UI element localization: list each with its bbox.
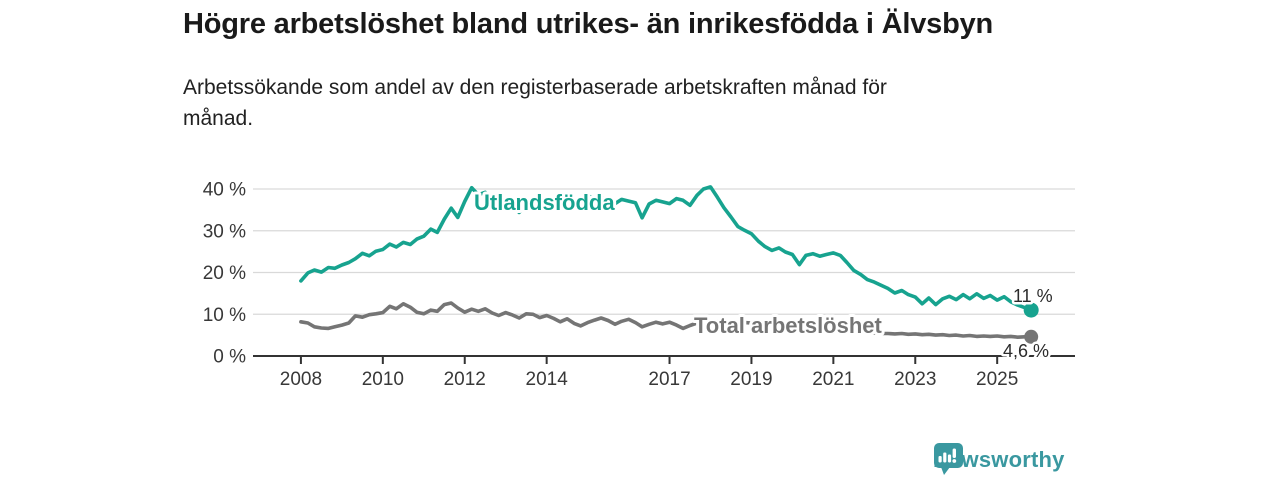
x-axis-labels: 2008 2010 2012 2014 2017 2019 2021 2023 2025 [280, 369, 1019, 390]
series-end-dot [1024, 329, 1039, 344]
chart-subtitle: Arbetssökande som andel av den registerb… [183, 72, 887, 134]
newsworthy-logo: Newsworthy [933, 442, 1065, 478]
series-end-dot [1023, 302, 1039, 318]
x-tick-label: 2025 [976, 369, 1018, 390]
series-line-total [299, 301, 1033, 340]
y-tick-label: 0 % [213, 347, 246, 368]
y-axis-labels: 0 % 10 % 20 % 30 % 40 % [203, 180, 246, 368]
chart-title: Högre arbetslöshet bland utrikes- än inr… [183, 8, 994, 40]
bar-chart-speech-bubble-icon [934, 443, 963, 475]
x-tick-label: 2023 [894, 369, 936, 390]
chart-subtitle-line2: månad. [183, 107, 254, 130]
y-tick-label: 30 % [203, 221, 246, 242]
x-tick-label: 2008 [280, 369, 322, 390]
series-end-value-label: 4,6 % [1003, 341, 1049, 361]
y-gridlines [253, 188, 1075, 315]
x-tick-label: 2010 [362, 369, 404, 390]
x-tick-label: 2014 [526, 369, 569, 390]
series-end-value-label: 11 % [1013, 286, 1053, 306]
y-tick-label: 20 % [203, 263, 246, 284]
series-label: Utlandsfödda [474, 190, 615, 215]
series-lines [299, 185, 1033, 340]
series-label: Total arbetslöshet [694, 313, 883, 338]
chart-subtitle-line1: Arbetssökande som andel av den registerb… [183, 76, 887, 99]
x-tick-label: 2012 [444, 369, 486, 390]
x-tick-label: 2021 [812, 369, 854, 390]
x-tick-label: 2017 [648, 369, 690, 390]
y-tick-label: 40 % [203, 180, 246, 201]
x-tick-label: 2019 [730, 369, 772, 390]
x-axis [253, 355, 1075, 364]
y-tick-label: 10 % [203, 305, 246, 326]
series-line-utlandsfodda [299, 185, 1033, 312]
